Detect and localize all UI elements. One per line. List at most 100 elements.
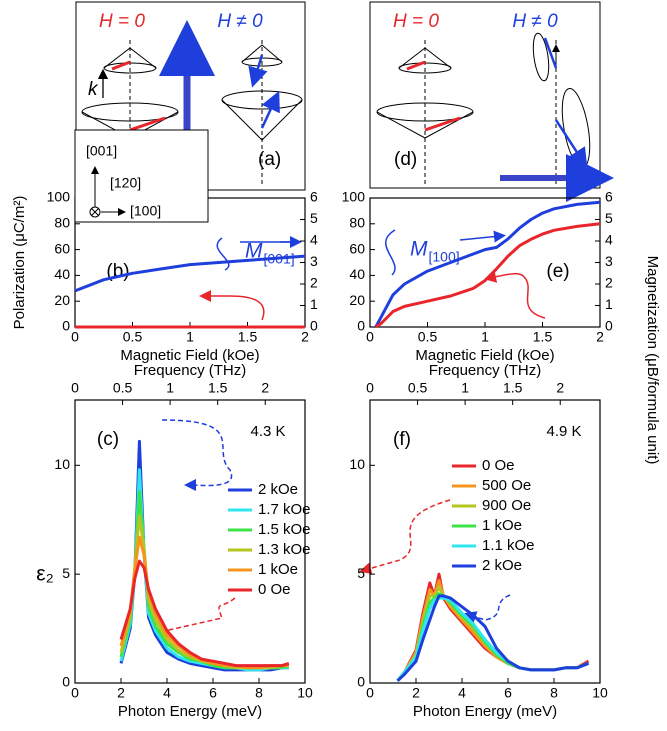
line bbox=[119, 468, 289, 672]
y2-tick-label: 5 bbox=[310, 210, 318, 226]
x2-axis-label: Frequency (THz) bbox=[429, 362, 542, 379]
x-tick-label: 10 bbox=[592, 685, 608, 701]
legend-label: 1 kOe bbox=[482, 517, 522, 534]
h-zero: H = 0 bbox=[99, 11, 145, 32]
x2-tick-label: 1 bbox=[461, 380, 469, 396]
y-tick-label: 20 bbox=[54, 292, 70, 308]
line bbox=[396, 594, 590, 682]
panel-label: (e) bbox=[546, 261, 569, 282]
y2-tick-label: 6 bbox=[605, 189, 613, 205]
y-tick-label: 80 bbox=[54, 215, 70, 231]
x2-axis-label: Frequency (THz) bbox=[134, 362, 247, 379]
panel-label: (f) bbox=[393, 429, 411, 450]
x-tick-label: 0.5 bbox=[123, 329, 143, 345]
y2-tick-label: 5 bbox=[605, 210, 613, 226]
y2-tick-label: 3 bbox=[310, 253, 318, 269]
y-tick-label: 40 bbox=[54, 266, 70, 282]
y2-tick-label: 4 bbox=[605, 232, 613, 248]
x-tick-label: 10 bbox=[297, 685, 313, 701]
x-axis-label: Photon Energy (meV) bbox=[118, 703, 262, 720]
x-axis-label: Magnetic Field (kOe) bbox=[120, 347, 259, 364]
x-tick-label: 2 bbox=[596, 329, 604, 345]
x-tick-label: 4 bbox=[163, 685, 171, 701]
y2-tick-label: 3 bbox=[605, 253, 613, 269]
y-tick-label: 40 bbox=[349, 266, 365, 282]
x-tick-label: 1 bbox=[186, 329, 194, 345]
line bbox=[374, 200, 601, 328]
x-tick-label: 0 bbox=[71, 685, 79, 701]
axis-y: [120] bbox=[110, 175, 141, 191]
x-tick-label: 0.5 bbox=[418, 329, 438, 345]
x2-tick-label: 1 bbox=[166, 380, 174, 396]
h-nonzero: H ≠ 0 bbox=[512, 11, 558, 32]
legend-label: 2 kOe bbox=[482, 557, 522, 574]
legend-label: 900 Oe bbox=[482, 497, 531, 514]
x-tick-label: 4 bbox=[458, 685, 466, 701]
h-nonzero: H ≠ 0 bbox=[217, 11, 263, 32]
legend-label: 1.3 kOe bbox=[258, 541, 311, 558]
y-tick-label: 5 bbox=[357, 565, 365, 581]
x2-tick-label: 1.5 bbox=[503, 380, 523, 396]
curve-label: M bbox=[410, 238, 428, 261]
x-tick-label: 2 bbox=[412, 685, 420, 701]
y-tick-label: 80 bbox=[349, 215, 365, 231]
legend-label: 1.7 kOe bbox=[258, 501, 311, 518]
y-tick-label: 100 bbox=[47, 189, 71, 205]
axes-inset: [001] [120] [100] bbox=[74, 129, 209, 223]
x2-tick-label: 2 bbox=[261, 380, 269, 396]
frame bbox=[74, 129, 209, 223]
x-tick-label: 0 bbox=[366, 329, 374, 345]
temperature: 4.9 K bbox=[546, 423, 581, 440]
y2-tick-label: 4 bbox=[310, 232, 318, 248]
x-tick-label: 0 bbox=[366, 685, 374, 701]
x2-tick-label: 0.5 bbox=[113, 380, 133, 396]
y-tick-label: 0 bbox=[357, 318, 365, 334]
x-axis-label: Magnetic Field (kOe) bbox=[415, 347, 554, 364]
y2-tick-label: 2 bbox=[605, 275, 613, 291]
line bbox=[119, 535, 289, 670]
y-axis-label: ε₂ bbox=[36, 563, 54, 586]
schematic-d: H = 0 H ≠ 0 (d) bbox=[369, 1, 614, 202]
y2-axis-label: Magnetization (μB/formula unit) bbox=[644, 256, 661, 465]
y-tick-label: 0 bbox=[62, 318, 70, 334]
y2-tick-label: 1 bbox=[605, 296, 613, 312]
x-tick-label: 2 bbox=[117, 685, 125, 701]
y-tick-label: 0 bbox=[62, 674, 70, 690]
x-tick-label: 8 bbox=[255, 685, 263, 701]
panel-label: (d) bbox=[394, 149, 417, 170]
panel-label: (a) bbox=[258, 149, 281, 170]
plot-frame bbox=[369, 399, 601, 684]
x-tick-label: 1 bbox=[481, 329, 489, 345]
legend-label: 0 Oe bbox=[482, 457, 515, 474]
line bbox=[119, 559, 290, 668]
x2-tick-label: 2 bbox=[556, 380, 564, 396]
y-tick-label: 20 bbox=[349, 292, 365, 308]
line bbox=[374, 222, 601, 329]
temperature: 4.3 K bbox=[250, 423, 285, 440]
axis-x: [100] bbox=[130, 203, 161, 219]
y-axis-label: Polarization (μC/m²) bbox=[11, 196, 28, 330]
x2-tick-label: 0 bbox=[366, 380, 374, 396]
y-tick-label: 10 bbox=[349, 456, 365, 472]
y-tick-label: 5 bbox=[62, 565, 70, 581]
axis-z: [001] bbox=[86, 143, 117, 159]
x-tick-label: 0 bbox=[71, 329, 79, 345]
frame bbox=[369, 1, 601, 189]
x2-tick-label: 0.5 bbox=[408, 380, 428, 396]
y2-tick-label: 0 bbox=[605, 318, 613, 334]
y-tick-label: 60 bbox=[54, 240, 70, 256]
x-tick-label: 6 bbox=[504, 685, 512, 701]
legend-label: 1.1 kOe bbox=[482, 537, 535, 554]
y2-tick-label: 0 bbox=[310, 318, 318, 334]
panel-label: (c) bbox=[97, 429, 119, 450]
plot-frame bbox=[74, 399, 306, 684]
x-tick-label: 1.5 bbox=[533, 329, 553, 345]
x2-tick-label: 0 bbox=[71, 380, 79, 396]
y-tick-label: 60 bbox=[349, 240, 365, 256]
legend-label: 1 kOe bbox=[258, 561, 298, 578]
y2-tick-label: 1 bbox=[310, 296, 318, 312]
curve-label: M bbox=[245, 240, 263, 263]
x-tick-label: 1.5 bbox=[238, 329, 258, 345]
y-tick-label: 10 bbox=[54, 456, 70, 472]
x-tick-label: 2 bbox=[301, 329, 309, 345]
